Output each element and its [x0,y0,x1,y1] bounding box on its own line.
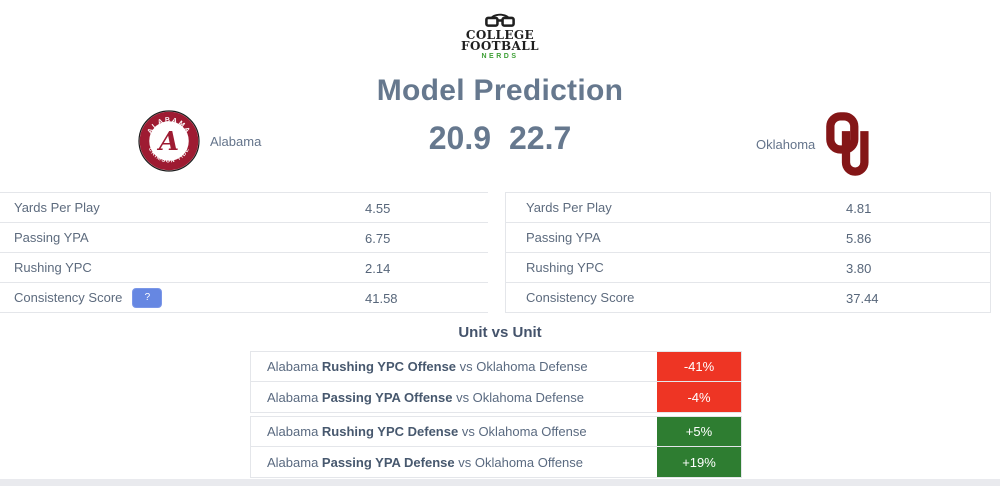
unit-matchup-text: Alabama Passing YPA Defense vs Oklahoma … [267,454,584,470]
oklahoma-logo-icon [826,112,869,176]
predicted-scores: 20.9 22.7 [0,120,1000,157]
stat-row: Passing YPA 6.75 [0,223,488,253]
unit-matchup-text: Alabama Rushing YPC Defense vs Oklahoma … [267,424,587,439]
away-team: ALABAMA CRIMSON TIDE A Alabama [138,110,261,172]
stat-row: Consistency Score ? 41.58 [0,283,488,313]
brand-text-football: FOOTBALL [461,39,539,53]
stat-label: Yards Per Play [14,200,100,215]
away-stats-table: Yards Per Play 4.55 Passing YPA 6.75 Rus… [0,192,488,313]
stat-label: Passing YPA [526,230,601,245]
unit-row: Alabama Passing YPA Defense vs Oklahoma … [251,447,741,477]
stat-label: Yards Per Play [526,200,612,215]
stat-value: 2.14 [365,260,391,276]
unit-row: Alabama Rushing YPC Offense vs Oklahoma … [251,352,741,382]
stat-row: Yards Per Play 4.81 [506,193,990,223]
horizontal-scrollbar[interactable] [0,479,1000,486]
unit-defense-table: Alabama Rushing YPC Defense vs Oklahoma … [250,416,742,478]
unit-percentage-badge: +19% [657,447,741,477]
stat-value: 4.81 [846,200,872,216]
away-team-name: Alabama [210,133,262,149]
stat-value: 41.58 [365,290,398,306]
nerd-glasses-icon [485,13,515,27]
stat-label: Consistency Score [14,290,123,305]
stat-row: Passing YPA 5.86 [506,223,990,253]
stat-value: 5.86 [846,230,872,246]
unit-row: Alabama Rushing YPC Defense vs Oklahoma … [251,417,741,447]
stat-value: 37.44 [846,290,879,306]
stat-label: Rushing YPC [14,260,92,275]
unit-percentage-badge: -41% [657,352,741,381]
home-stats-table: Yards Per Play 4.81 Passing YPA 5.86 Rus… [505,192,991,313]
brand-text-college: COLLEGE [465,28,535,42]
stat-label: Consistency Score [526,290,635,305]
stat-row: Consistency Score 37.44 [506,283,990,313]
unit-vs-unit-heading: Unit vs Unit [458,324,542,341]
unit-percentage-badge: +5% [657,417,741,446]
stat-row: Yards Per Play 4.55 [0,193,488,223]
stat-value: 3.80 [846,260,872,276]
stat-label: Rushing YPC [526,260,604,275]
home-team: Oklahoma [756,110,869,178]
unit-matchup-text: Alabama Rushing YPC Offense vs Oklahoma … [267,359,588,374]
stat-value: 4.55 [365,200,391,216]
brand-text-nerds: NERDS [481,53,519,60]
brand-logo: COLLEGE FOOTBALL NERDS [0,12,1000,61]
svg-text:A: A [156,127,179,157]
consistency-help-button[interactable]: ? [132,287,163,308]
away-score: 20.9 [428,120,491,156]
unit-percentage-badge: -4% [657,382,741,412]
unit-offense-table: Alabama Rushing YPC Offense vs Oklahoma … [250,351,742,413]
alabama-logo-icon: ALABAMA CRIMSON TIDE A [138,110,200,172]
unit-row: Alabama Passing YPA Offense vs Oklahoma … [251,382,741,412]
page-title: Model Prediction [376,74,624,107]
stat-row: Rushing YPC 3.80 [506,253,990,283]
unit-matchup-text: Alabama Passing YPA Offense vs Oklahoma … [267,389,584,405]
stat-row: Rushing YPC 2.14 [0,253,488,283]
home-score: 22.7 [509,120,572,156]
stat-value: 6.75 [365,230,391,246]
stat-label: Passing YPA [14,230,89,245]
home-team-name: Oklahoma [756,136,816,152]
